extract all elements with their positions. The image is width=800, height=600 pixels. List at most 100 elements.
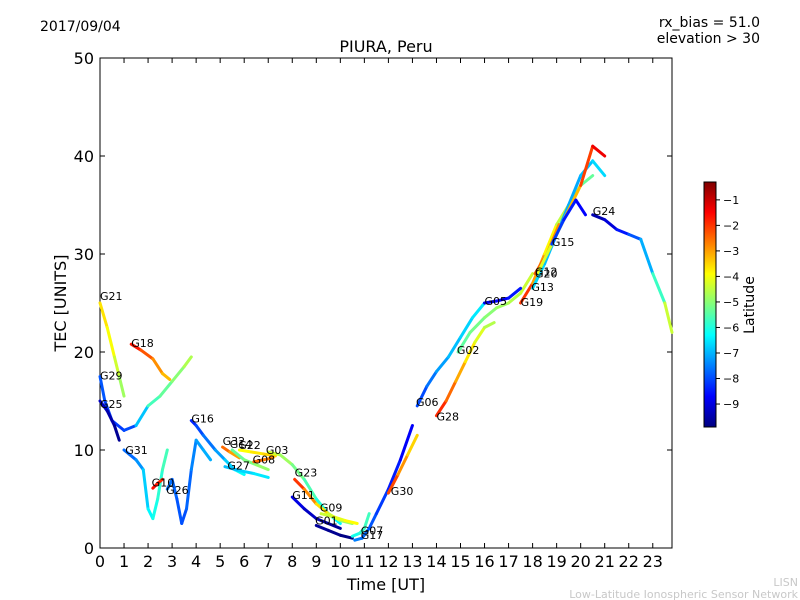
y-tick-label: 0	[84, 539, 94, 558]
series-label-G02: G02	[457, 344, 480, 357]
series-G07-segment	[362, 512, 371, 530]
footer-network: Low-Latitude Ionospheric Sensor Network	[569, 588, 798, 600]
series-G21-segment	[117, 375, 126, 398]
x-tick-label: 3	[167, 552, 177, 571]
x-tick-label: 19	[546, 552, 566, 571]
series-label-G21: G21	[100, 290, 123, 303]
series-G27-segment	[237, 469, 256, 476]
series-G27-segment	[223, 465, 241, 473]
series-label-G07: G07	[361, 524, 384, 537]
series-G05-segment	[507, 286, 523, 300]
series-G26	[165, 438, 213, 525]
x-tick-label: 16	[474, 552, 494, 571]
series-G30-segment	[386, 473, 400, 495]
series-G19-segment	[543, 223, 559, 256]
x-axis-label: Time [UT]	[346, 575, 425, 594]
x-tick-label: 18	[522, 552, 542, 571]
colorbar-tick-label: −4	[723, 270, 739, 283]
series-G23-segment	[293, 477, 306, 491]
series-label-G01: G01	[315, 514, 338, 527]
series-G21	[98, 301, 126, 398]
series-label-G11: G11	[292, 489, 315, 502]
series-G15	[550, 198, 587, 246]
x-tick-label: 20	[570, 552, 590, 571]
colorbar-tick-label: −8	[723, 373, 739, 386]
y-axis-label: TEC [UNITS]	[51, 255, 70, 353]
series-G15-segment	[574, 198, 587, 217]
series-G28-segment	[434, 399, 448, 418]
y-axis-ticks: 0 10 20 30 40 50	[74, 49, 672, 558]
series-G24-segment	[591, 213, 607, 222]
series-label-G14: G14	[230, 438, 253, 451]
x-tick-label: 21	[595, 552, 615, 571]
series-G15-segment	[562, 198, 578, 222]
rx-bias-label: rx_bias = 51.0	[659, 15, 760, 31]
series-G17	[353, 424, 414, 542]
series-label-G12: G12	[535, 266, 558, 279]
series-G03-segment	[290, 463, 306, 481]
series-G08-segment	[252, 458, 265, 464]
colorbar-tick-label: −9	[723, 398, 739, 411]
series-G26-segment	[175, 497, 184, 525]
series-label-G25: G25	[100, 398, 123, 411]
series-G14-segment	[230, 448, 246, 462]
x-tick-label: 22	[619, 552, 639, 571]
series-G26-segment	[194, 438, 205, 452]
series-G19-segment	[519, 281, 535, 305]
colorbar-tick-label: −3	[723, 245, 739, 258]
series-G26-segment	[170, 477, 179, 501]
series-G17-segment	[374, 487, 390, 516]
series-G26-segment	[189, 438, 198, 472]
series-label-G24: G24	[593, 205, 616, 218]
series-label-G17: G17	[361, 529, 384, 542]
series-G21-segment	[98, 301, 109, 329]
series-G01-segment	[338, 533, 354, 540]
series-label-G10: G10	[152, 476, 175, 489]
y-tick-label: 20	[74, 343, 94, 362]
x-tick-label: 11	[354, 552, 374, 571]
series-G25-segment	[98, 399, 109, 413]
series-G02-segment	[519, 272, 535, 295]
series-G31-segment	[156, 468, 164, 501]
series-G11-segment	[326, 522, 342, 530]
series-G23-segment	[302, 487, 318, 506]
x-tick-label: 7	[263, 552, 273, 571]
series-G06-segment	[425, 370, 438, 388]
series-G02-segment	[468, 316, 487, 334]
x-tick-label: 0	[95, 552, 105, 571]
series-G24-segment	[615, 228, 631, 236]
series-G11-segment	[290, 495, 306, 511]
series-G28-segment	[444, 379, 458, 403]
series-label-G18: G18	[131, 337, 154, 350]
series-G06-segment	[434, 355, 450, 374]
series-G26-segment	[201, 448, 213, 462]
series-G06-segment	[446, 335, 463, 359]
series-G05-segment	[495, 296, 511, 303]
series-G17-segment	[360, 526, 371, 540]
series-G02	[456, 272, 535, 354]
series-G28-segment	[483, 321, 496, 329]
series-G14	[230, 448, 270, 472]
series-G02-segment	[507, 291, 523, 305]
series-G25-segment	[112, 424, 121, 442]
series-label-G26: G26	[166, 484, 189, 497]
series-G05-segment	[483, 299, 499, 305]
series-G16-segment	[201, 433, 217, 452]
series-G08	[252, 456, 275, 464]
series-G09-segment	[343, 519, 359, 525]
x-tick-label: 10	[330, 552, 350, 571]
series-label-G06: G06	[416, 396, 439, 409]
x-tick-label: 13	[402, 552, 422, 571]
series-G13-segment	[591, 159, 607, 178]
series-G25-segment	[105, 409, 116, 427]
series-G32	[221, 445, 241, 460]
x-tick-label: 6	[239, 552, 249, 571]
y-tick-label: 10	[74, 441, 94, 460]
colorbar-tick-label: −1	[723, 194, 739, 207]
series-G29-segment	[170, 365, 186, 383]
series-G14-segment	[242, 458, 258, 467]
colorbar: −1 −2 −3 −4 −5 −6 −7 −8 −9 Latitude	[703, 181, 758, 428]
